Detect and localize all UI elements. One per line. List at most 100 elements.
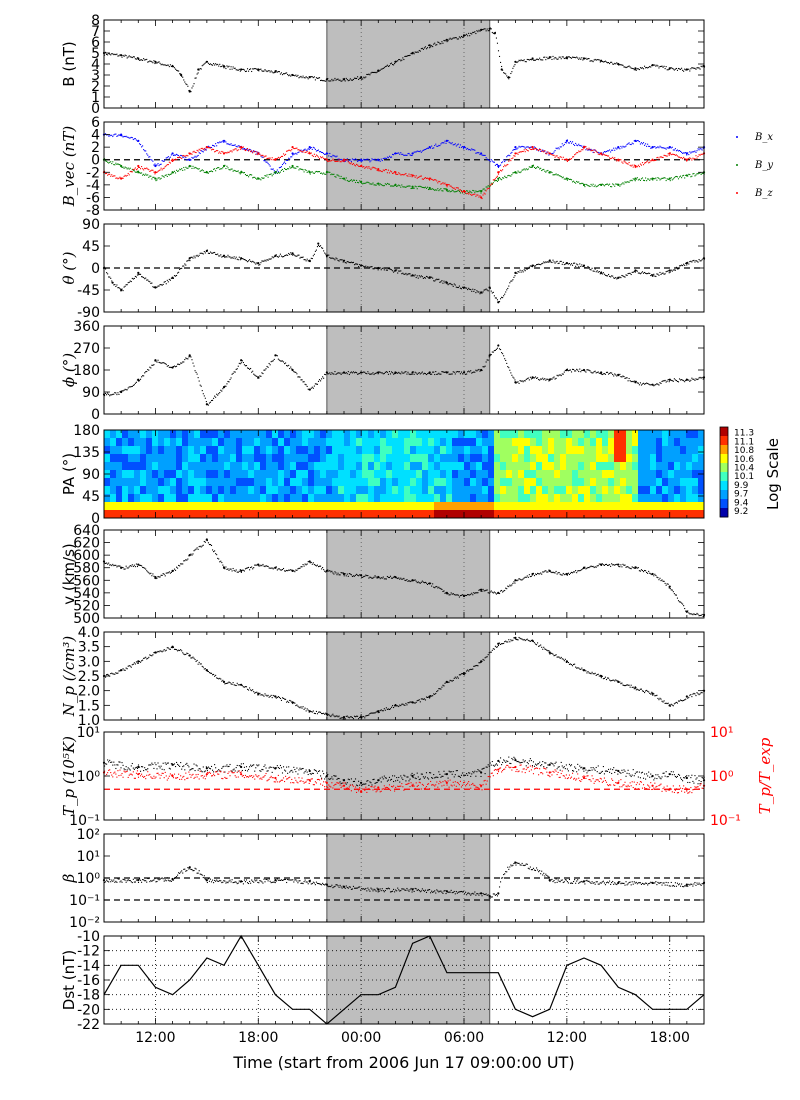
- data-point: [224, 164, 226, 166]
- data-point: [614, 62, 616, 64]
- data-point: [573, 368, 575, 371]
- data-point: [279, 360, 281, 362]
- data-point: [204, 149, 206, 151]
- data-point: [581, 149, 583, 151]
- heatmap-cell: [290, 446, 297, 455]
- data-point: [500, 61, 502, 63]
- data-point: [529, 58, 531, 60]
- data-point: [693, 158, 695, 160]
- data-point: [429, 146, 431, 148]
- heatmap-cell: [566, 502, 573, 511]
- data-point: [347, 180, 349, 182]
- data-point: [250, 68, 252, 70]
- data-point: [618, 160, 620, 162]
- data-point: [464, 192, 466, 194]
- data-point: [302, 381, 304, 383]
- data-point: [292, 254, 294, 256]
- data-point: [612, 63, 614, 65]
- data-point: [153, 164, 155, 166]
- data-point: [630, 381, 632, 383]
- data-point: [367, 266, 369, 268]
- data-point: [589, 60, 591, 62]
- heatmap-cell: [134, 438, 141, 447]
- heatmap-cell: [542, 494, 549, 503]
- data-point: [177, 70, 179, 72]
- heatmap-cell: [422, 446, 429, 455]
- data-point: [649, 179, 651, 181]
- heatmap-cell: [386, 438, 393, 447]
- heatmap-cell: [500, 478, 507, 487]
- data-point: [126, 168, 128, 170]
- heatmap-cell: [404, 494, 411, 503]
- data-point: [136, 379, 139, 381]
- heatmap-cell: [332, 486, 339, 495]
- heatmap-cell: [272, 470, 279, 479]
- heatmap-cell: [284, 510, 291, 519]
- heatmap-cell: [284, 446, 291, 455]
- data-point: [422, 277, 424, 279]
- heatmap-cell: [410, 486, 417, 495]
- data-point: [477, 369, 479, 371]
- data-point: [640, 67, 643, 69]
- data-point: [192, 165, 194, 167]
- data-point: [282, 153, 285, 155]
- heatmap-cell: [284, 494, 291, 503]
- heatmap-cell: [224, 502, 231, 511]
- heatmap-cell: [404, 454, 411, 463]
- heatmap-cell: [332, 446, 339, 455]
- heatmap-cell: [554, 454, 561, 463]
- data-point: [304, 77, 306, 79]
- data-point: [628, 161, 630, 164]
- data-point: [660, 273, 662, 276]
- data-point: [385, 158, 387, 160]
- data-point: [523, 380, 525, 382]
- data-point: [542, 59, 544, 61]
- data-point: [116, 135, 118, 137]
- data-point: [261, 372, 263, 374]
- data-point: [455, 286, 457, 288]
- data-point: [415, 175, 417, 177]
- heatmap-cell: [224, 446, 231, 455]
- data-point: [400, 270, 402, 272]
- heatmap-cell: [398, 430, 405, 439]
- data-point: [644, 179, 646, 182]
- data-point: [573, 180, 575, 182]
- data-point: [253, 176, 255, 178]
- data-point: [453, 144, 455, 146]
- data-point: [429, 179, 431, 181]
- data-point: [461, 191, 464, 193]
- data-point: [173, 67, 176, 69]
- data-point: [335, 160, 337, 162]
- heatmap-cell: [506, 430, 513, 439]
- data-point: [460, 190, 463, 192]
- data-point: [291, 156, 293, 158]
- heatmap-cell: [218, 494, 225, 503]
- data-point: [630, 179, 632, 181]
- data-point: [192, 257, 194, 259]
- data-point: [291, 368, 293, 370]
- data-point: [249, 174, 251, 176]
- data-point: [628, 65, 630, 67]
- data-point: [172, 277, 175, 279]
- data-point: [144, 372, 146, 374]
- data-point: [108, 393, 110, 395]
- data-point: [178, 271, 180, 273]
- heatmap-cell: [224, 510, 231, 519]
- heatmap-cell: [302, 430, 309, 439]
- heatmap-cell: [188, 438, 195, 447]
- data-point: [315, 383, 317, 385]
- data-point: [536, 58, 538, 60]
- data-point: [203, 395, 205, 397]
- data-point: [126, 389, 128, 391]
- heatmap-cell: [110, 462, 117, 471]
- heatmap-cell: [572, 430, 579, 439]
- heatmap-cell: [326, 470, 333, 479]
- data-point: [107, 392, 109, 394]
- data-point: [332, 373, 334, 375]
- data-point: [233, 256, 235, 258]
- heatmap-cell: [548, 478, 555, 487]
- data-point: [671, 153, 673, 155]
- data-point: [156, 361, 158, 363]
- data-point: [362, 183, 364, 185]
- heatmap-cell: [350, 446, 357, 455]
